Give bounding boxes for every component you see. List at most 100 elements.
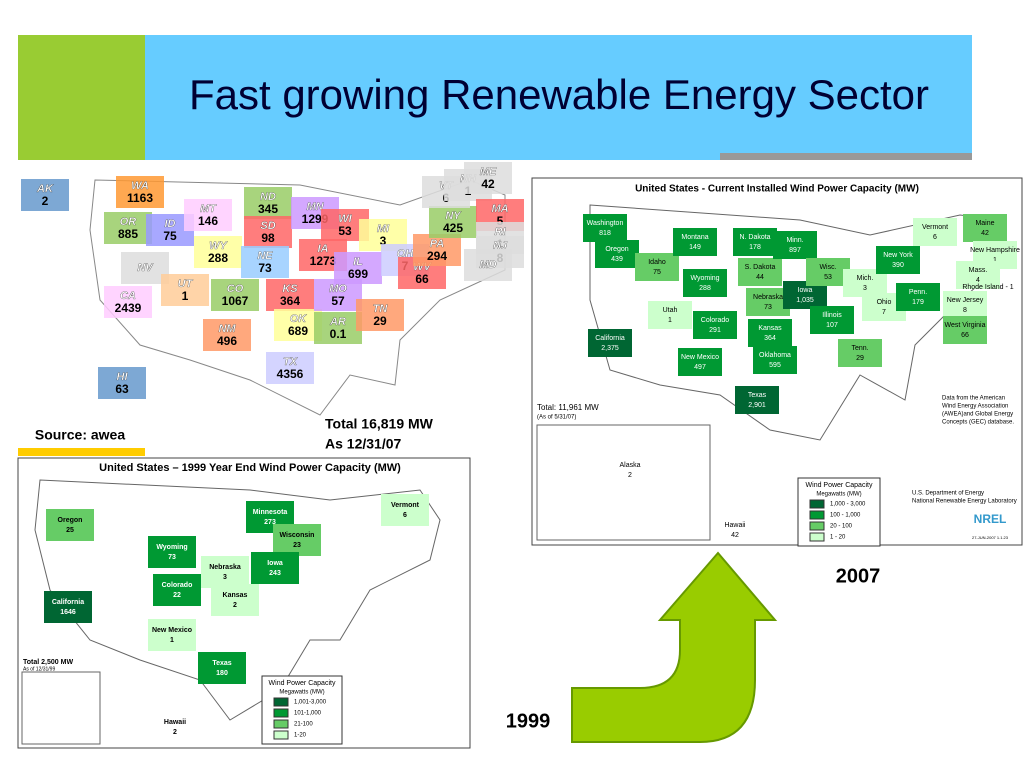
state-shape [464,249,512,281]
state-name: Alaska [619,462,640,469]
state-name: Kansas [758,325,782,332]
state-shape [683,269,727,297]
state-value: 23 [293,542,301,549]
legend-swatch [273,730,289,740]
state-value: 7 [882,309,886,316]
state-name: New Mexico [152,627,192,634]
state-name: Mass. [969,267,988,274]
state-value: 57 [331,294,345,308]
state-shape [738,258,782,286]
state-code: IL [353,256,363,268]
state-shape [334,252,382,284]
state-shape [266,279,314,311]
state-shape [251,552,299,584]
state-name: New York [883,252,913,259]
alaska-inset [536,424,711,541]
state-name: Hawaii [724,522,745,529]
state-name: Colorado [162,582,193,589]
state-value: 22 [173,592,181,599]
state-shape [198,652,246,684]
state-value: 179 [912,299,924,306]
state-name: Rhode Island - 1 [962,284,1013,291]
state-code: ND [260,191,276,203]
state-shape [203,319,251,351]
title-underline [720,153,972,160]
source-note: Concepts (GEC) database. [942,420,1014,426]
state-name: Wyoming [690,275,719,282]
legend-unit: Megawatts (MW) [279,690,324,696]
state-code: TN [373,303,389,315]
state-shape [21,179,69,211]
state-code: NE [257,250,273,262]
title-bar [145,35,972,160]
state-code: WI [338,213,352,225]
state-name: Wisc. [819,264,836,271]
state-value: 689 [288,324,308,338]
state-shape [153,574,201,606]
state-code: UT [178,278,194,290]
state-value: 98 [261,231,275,245]
state-shape [753,346,797,374]
state-shape [244,216,292,248]
source-note: (AWEA)and Global Energy [942,412,1013,418]
legend-item: 101-1,000 [294,711,322,717]
state-value: 364 [280,294,300,308]
state-shape [943,291,987,319]
state-value: 75 [653,269,661,276]
state-name: California [52,599,84,606]
state-code: WY [209,240,228,252]
legend-unit: Megawatts (MW) [816,492,861,498]
map-as-of: As of 12/31/99 [23,666,55,672]
state-shape [673,228,717,256]
state-value: 29 [373,314,387,328]
state-shape [678,348,722,376]
state-value: 3 [223,574,227,581]
state-shape [161,274,209,306]
source-box [18,425,145,448]
state-value: 1 [668,317,672,324]
state-name: New Mexico [681,354,719,361]
state-shape [148,619,196,651]
state-value: 897 [789,247,801,254]
state-value: 294 [427,249,447,263]
state-value: 818 [599,230,611,237]
state-value: 425 [443,221,463,235]
state-name: Texas [748,392,767,399]
agency: National Renewable Energy Laboratory [912,499,1017,505]
state-value: 1273 [310,254,337,268]
state-shape [806,258,850,286]
state-value: 1646 [60,609,76,616]
state-code: MN [306,201,324,213]
state-shape [896,283,940,311]
state-code: IA [318,243,329,255]
total-note: As 12/31/07 [325,436,401,452]
state-shape [273,524,321,556]
state-shape [211,279,259,311]
state-name: Penn. [909,289,927,296]
state-value: 273 [264,519,276,526]
state-value: 8 [963,307,967,314]
state-shape [148,536,196,568]
state-value: 180 [216,670,228,677]
source-note: Data from the American [942,396,1005,402]
state-name: Idaho [648,259,666,266]
state-code: SD [260,220,275,232]
state-code: MT [200,203,217,215]
state-value: 390 [892,262,904,269]
state-value: 1 [993,257,997,264]
state-name: Iowa [798,287,813,294]
state-shape [595,240,639,268]
source-note: Wind Energy Association [942,404,1008,410]
state-code: OR [120,216,137,228]
state-code: AR [329,316,346,328]
state-value: 2,375 [601,345,619,352]
state-value: 595 [769,362,781,369]
state-value: 29 [856,355,864,362]
state-name: Illinois [822,312,842,319]
state-value: 4 [976,277,980,284]
state-value: 25 [66,527,74,534]
state-value: 885 [118,227,138,241]
state-code: PA [430,238,445,250]
